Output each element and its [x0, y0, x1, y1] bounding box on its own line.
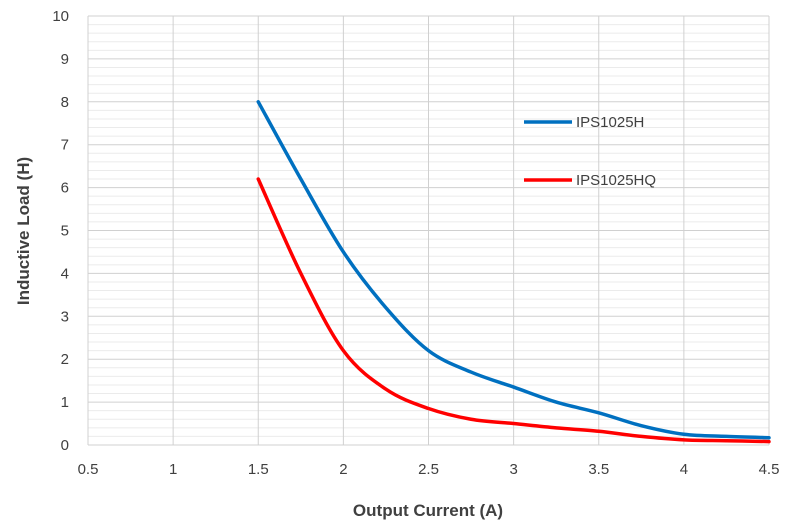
y-tick-label: 3: [61, 308, 69, 325]
major-grid: [87, 15, 770, 446]
x-tick-label: 2.5: [418, 461, 439, 478]
y-tick-label: 4: [61, 265, 69, 282]
y-tick-label: 8: [61, 94, 69, 111]
y-tick-label: 0: [61, 437, 69, 454]
y-tick-label: 5: [61, 223, 69, 240]
x-tick-label: 4.5: [759, 461, 780, 478]
series-line-ips1025h: [256, 100, 771, 440]
x-tick-label: 4: [680, 461, 688, 478]
y-tick-label: 7: [61, 137, 69, 154]
y-axis-title: Inductive Load (H): [14, 157, 33, 305]
x-tick-label: 1: [169, 461, 177, 478]
x-tick-label: 3: [509, 461, 517, 478]
y-tick-label: 6: [61, 180, 69, 197]
x-tick-label: 0.5: [78, 461, 99, 478]
x-tick-label: 3.5: [588, 461, 609, 478]
y-tick-label: 1: [61, 394, 69, 411]
y-tick-label: 9: [61, 51, 69, 68]
series-line-ips1025hq: [256, 177, 771, 444]
legend-label-ips1025hq: IPS1025HQ: [576, 172, 656, 189]
x-axis-title: Output Current (A): [353, 501, 503, 520]
x-tick-label: 1.5: [248, 461, 269, 478]
y-tick-label: 2: [61, 351, 69, 368]
y-tick-label: 10: [52, 8, 69, 25]
y-axis-ticks: 0 1 2 3 4 5 6 7 8 9 10: [52, 8, 69, 454]
legend: IPS1025H IPS1025HQ: [524, 114, 656, 189]
x-axis-ticks: 0.5 1 1.5 2 2.5 3 3.5 4 4.5: [78, 461, 780, 478]
legend-label-ips1025h: IPS1025H: [576, 114, 644, 131]
series-layer: [256, 100, 771, 444]
x-tick-label: 2: [339, 461, 347, 478]
